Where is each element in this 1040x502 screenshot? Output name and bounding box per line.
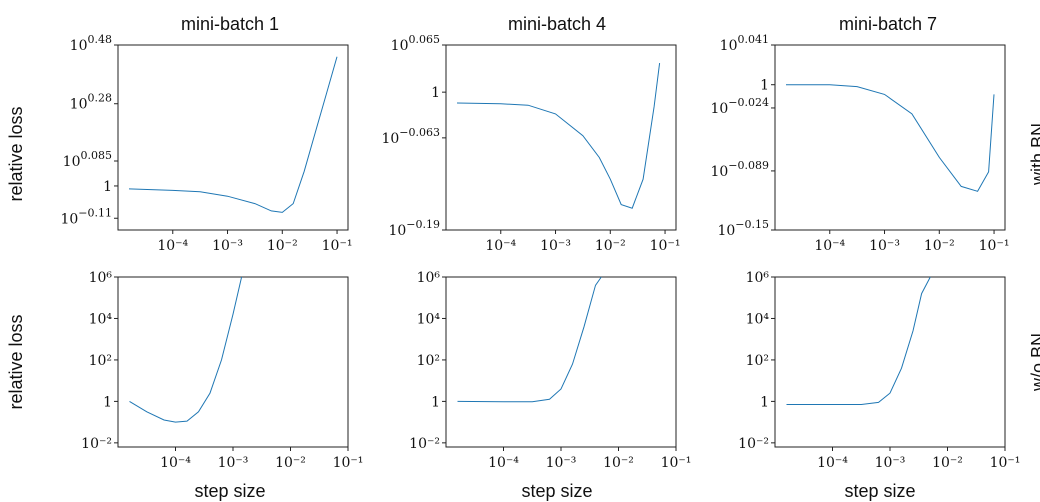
plot-frame	[445, 44, 677, 231]
series-line	[128, 56, 338, 213]
x-tick-label: 10⁻¹	[322, 238, 353, 254]
y-tick-label: 10²	[417, 353, 440, 369]
y-tick-label: 10⁴	[746, 311, 770, 327]
y-tick-label: 10⁻²	[738, 436, 769, 452]
panels-group: 10⁻⁴ 10⁻³ 10⁻² 10⁻¹ 100.48 100.28 100.085 1 10−0…	[60, 33, 1020, 471]
x-axis-label-col1: step size	[194, 481, 265, 501]
plot-frame	[117, 44, 349, 231]
x-tick-label: 10⁻³	[875, 455, 906, 471]
x-tick-label: 10⁻⁴	[157, 238, 188, 254]
x-tick-label: 10⁻²	[603, 455, 634, 471]
y-tick-label: 1	[103, 394, 112, 410]
series-line	[786, 84, 995, 192]
col-title-mini-batch-7: mini-batch 7	[839, 14, 937, 34]
y-tick-label: 10²	[89, 353, 112, 369]
y-axis-label-top: relative loss	[6, 106, 26, 201]
y-tick-label: 10−0.024	[710, 96, 769, 117]
y-tick-label: 10⁶	[417, 270, 441, 286]
x-tick-label: 10⁻¹	[661, 455, 692, 471]
y-tick-label: 1	[431, 85, 440, 101]
plot-frame	[445, 276, 677, 448]
y-tick-label: 10⁴	[417, 311, 441, 327]
y-tick-label: 10⁻²	[81, 436, 112, 452]
series-line	[786, 276, 931, 405]
y-tick-label: 1	[760, 394, 769, 410]
y-tick-label: 10⁻²	[409, 436, 440, 452]
x-tick-label: 10⁻³	[869, 238, 900, 254]
y-tick-label: 10⁶	[746, 270, 770, 286]
y-tick-label: 10−0.089	[710, 159, 769, 180]
plot-frame	[117, 276, 349, 448]
plot-frame	[774, 276, 1006, 448]
x-tick-label: 10⁻¹	[990, 455, 1021, 471]
y-tick-label: 10−0.15	[717, 218, 769, 239]
panel-3: 10⁻⁴ 10⁻³ 10⁻² 10⁻¹ 100.041 1 10−0.024 10−0.089…	[710, 33, 1009, 254]
x-axis-label-col2: step size	[521, 481, 592, 501]
x-tick-label: 10⁻²	[924, 238, 955, 254]
panel-5: 10⁻⁴ 10⁻³ 10⁻² 10⁻¹ 10⁶ 10⁴ 10² 1 10⁻²	[409, 270, 691, 471]
series-line	[456, 63, 661, 209]
y-tick-label: 100.28	[70, 92, 112, 113]
x-tick-label: 10⁻³	[540, 238, 571, 254]
panel-4: 10⁻⁴ 10⁻³ 10⁻² 10⁻¹ 10⁶ 10⁴ 10² 1 10⁻²	[81, 270, 363, 471]
y-tick-label: 100.085	[63, 149, 112, 170]
plot-frame	[774, 44, 1006, 231]
x-tick-label: 10⁻¹	[650, 238, 681, 254]
panel-2: 10⁻⁴10⁻³10⁻²10⁻¹100.065100.19110−0.06310…	[381, 33, 681, 254]
y-tick-label: 100.48	[70, 33, 112, 54]
y-tick-label: 10²	[746, 353, 769, 369]
x-tick-label: 10⁻⁴	[817, 455, 848, 471]
y-tick-label: 100.041	[720, 33, 769, 54]
y-tick-label: 10⁴	[89, 311, 113, 327]
row-label-with-bn: with BN	[1028, 123, 1040, 186]
series-line	[457, 276, 602, 403]
x-tick-label: 10⁻³	[546, 455, 577, 471]
y-axis-label-bottom: relative loss	[6, 314, 26, 409]
x-tick-label: 10⁻²	[275, 455, 306, 471]
y-tick-label: 1	[760, 78, 769, 94]
y-tick-label: 10⁶	[89, 270, 113, 286]
x-tick-label: 10⁻⁴	[160, 455, 191, 471]
y-tick-label: 10−0.19	[388, 218, 440, 239]
x-tick-label: 10⁻¹	[979, 238, 1010, 254]
y-tick-label: 10−0.063	[381, 126, 440, 147]
col-title-mini-batch-4: mini-batch 4	[508, 14, 606, 34]
x-tick-label: 10⁻⁴	[488, 455, 519, 471]
y-tick-label: 1	[103, 179, 112, 195]
panel-6: 10⁻⁴ 10⁻³ 10⁻² 10⁻¹ 10⁶ 10⁴ 10² 1 10⁻²	[738, 270, 1020, 471]
col-title-mini-batch-1: mini-batch 1	[181, 14, 279, 34]
y-tick-label: 10−0.11	[60, 206, 112, 227]
x-tick-label: 10⁻¹	[333, 455, 364, 471]
x-tick-label: 10⁻²	[267, 238, 298, 254]
series-line	[129, 276, 243, 423]
x-axis-label-col3: step size	[844, 481, 915, 501]
x-tick-label: 10⁻²	[932, 455, 963, 471]
y-tick-label: 100.065	[391, 33, 440, 54]
x-tick-label: 10⁻⁴	[814, 238, 845, 254]
x-tick-label: 10⁻⁴	[485, 238, 516, 254]
x-tick-label: 10⁻²	[595, 238, 626, 254]
panel-1: 10⁻⁴ 10⁻³ 10⁻² 10⁻¹ 100.48 100.28 100.085 1 10−0…	[60, 33, 352, 254]
x-tick-label: 10⁻³	[218, 455, 249, 471]
y-tick-label: 1	[431, 394, 440, 410]
x-tick-label: 10⁻³	[212, 238, 243, 254]
row-label-without-bn: w/o BN	[1028, 333, 1040, 392]
